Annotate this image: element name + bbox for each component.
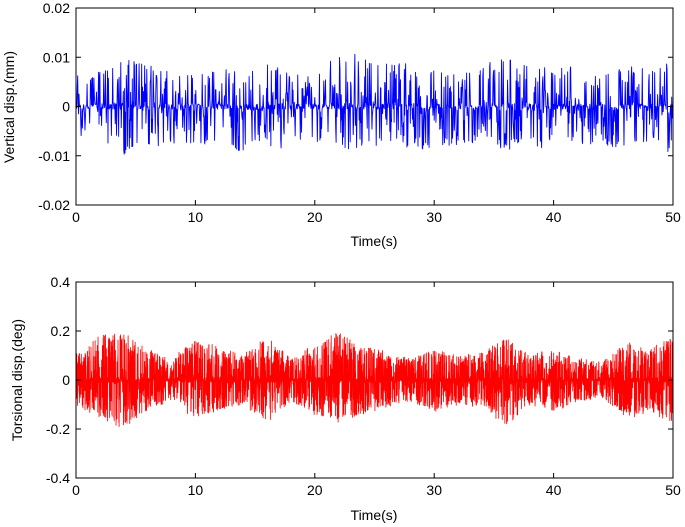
- vertical-x-tick-label: 50: [665, 209, 681, 225]
- vertical-x-tick-label: 30: [426, 209, 442, 225]
- torsional-x-tick-label: 10: [188, 482, 204, 498]
- torsional-x-tick-label: 50: [665, 482, 681, 498]
- vertical-x-tick-label: 20: [307, 209, 323, 225]
- vertical-x-tick-label: 10: [188, 209, 204, 225]
- torsional-disp-chart: 0 10 20 30 40 50 -0.4 -0.2 0 0.2 0.4 Time(s) Torsi…: [9, 274, 681, 523]
- torsional-y-tick-label: 0.4: [51, 274, 71, 290]
- vertical-axis-ticks: 0 10 20 30 40 50 -0.02 -0.01 0 0.01 0.02: [38, 0, 681, 225]
- torsional-y-tick-label: 0: [62, 372, 70, 388]
- torsional-axis-ticks: 0 10 20 30 40 50 -0.4 -0.2 0 0.2 0.4: [46, 274, 681, 498]
- vertical-x-tick-label: 40: [546, 209, 562, 225]
- vertical-y-tick-label: 0.01: [43, 49, 70, 65]
- torsional-x-tick-label: 40: [546, 482, 562, 498]
- vertical-y-tick-label: 0: [62, 99, 70, 115]
- torsional-x-tick-label: 30: [426, 482, 442, 498]
- torsional-signal-line: [75, 333, 674, 428]
- torsional-y-axis-label: Torsional disp.(deg): [9, 319, 25, 441]
- vertical-y-tick-label: -0.02: [38, 197, 70, 213]
- torsional-y-tick-label: -0.2: [46, 421, 70, 437]
- torsional-y-tick-label: 0.2: [51, 323, 71, 339]
- vertical-y-tick-label: 0.02: [43, 0, 70, 16]
- vertical-disp-series: [75, 53, 674, 155]
- vertical-y-tick-label: -0.01: [38, 148, 70, 164]
- vertical-y-axis-label: Vertical disp.(mm): [1, 51, 17, 163]
- torsional-x-tick-label: 0: [72, 482, 80, 498]
- torsional-disp-series: [75, 333, 674, 428]
- torsional-y-tick-label: -0.4: [46, 470, 70, 486]
- vertical-signal-line: [75, 53, 674, 155]
- vertical-x-tick-label: 0: [72, 209, 80, 225]
- torsional-x-axis-label: Time(s): [351, 507, 398, 523]
- torsional-x-tick-label: 20: [307, 482, 323, 498]
- vertical-x-axis-label: Time(s): [351, 233, 398, 249]
- vertical-disp-chart: 0 10 20 30 40 50 -0.02 -0.01 0 0.01 0.02 Time(s) V…: [1, 0, 681, 249]
